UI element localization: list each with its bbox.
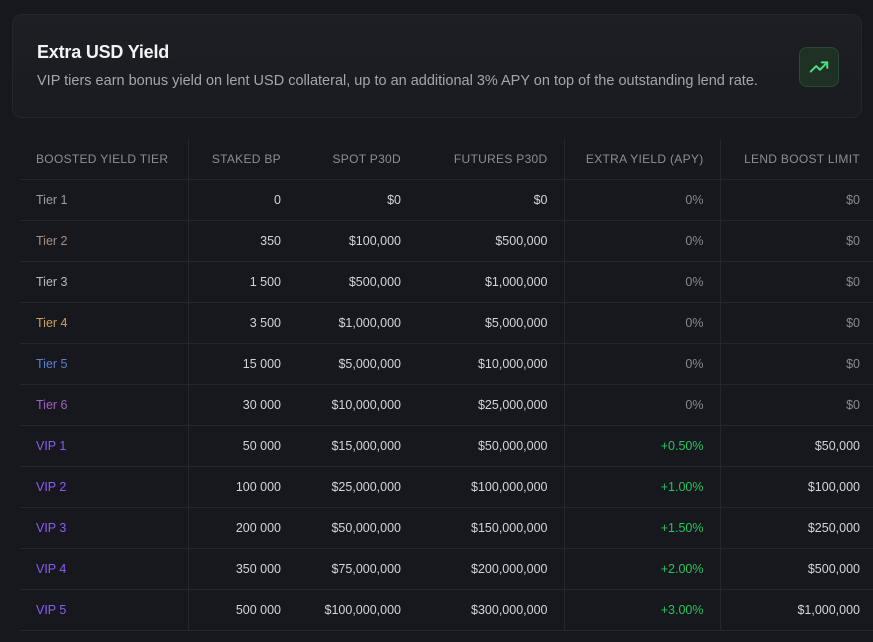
- table-row: VIP 1 50 000 $15,000,000 $50,000,000 +0.50% $…: [20, 425, 873, 467]
- cell-extra-yield: 0%: [564, 343, 721, 385]
- cell-futures-p30d: $5,000,000: [417, 302, 565, 344]
- cell-futures-p30d: $500,000: [417, 220, 565, 262]
- col-header-extra-yield: EXTRA YIELD (APY): [564, 139, 721, 180]
- cell-extra-yield: +0.50%: [564, 425, 721, 467]
- cell-extra-yield: +1.00%: [564, 466, 721, 508]
- cell-staked-bp: 1 500: [188, 261, 297, 303]
- cell-extra-yield: 0%: [564, 179, 721, 221]
- col-header-spot-p30d: SPOT P30D: [297, 139, 417, 180]
- cell-lend-boost-limit: $250,000: [720, 507, 873, 549]
- cell-futures-p30d: $25,000,000: [417, 384, 565, 426]
- cell-spot-p30d: $10,000,000: [297, 384, 417, 426]
- cell-lend-boost-limit: $100,000: [720, 466, 873, 508]
- cell-spot-p30d: $100,000,000: [297, 589, 417, 631]
- cell-futures-p30d: $10,000,000: [417, 343, 565, 385]
- cell-spot-p30d: $75,000,000: [297, 548, 417, 590]
- table-body: Tier 1 0 $0 $0 0% $0 Tier 2 350 $100,000 $500,000…: [20, 179, 873, 631]
- cell-extra-yield: 0%: [564, 220, 721, 262]
- cell-spot-p30d: $500,000: [297, 261, 417, 303]
- cell-extra-yield: 0%: [564, 302, 721, 344]
- cell-futures-p30d: $100,000,000: [417, 466, 565, 508]
- cell-lend-boost-limit: $50,000: [720, 425, 873, 467]
- cell-staked-bp: 30 000: [188, 384, 297, 426]
- trending-up-icon: [799, 47, 839, 87]
- table-row: Tier 2 350 $100,000 $500,000 0% $0: [20, 220, 873, 262]
- cell-spot-p30d: $50,000,000: [297, 507, 417, 549]
- cell-lend-boost-limit: $0: [720, 261, 873, 303]
- cell-lend-boost-limit: $0: [720, 179, 873, 221]
- card-description: VIP tiers earn bonus yield on lent USD c…: [37, 73, 758, 89]
- cell-tier: Tier 2: [20, 220, 189, 262]
- cell-spot-p30d: $100,000: [297, 220, 417, 262]
- table-row: VIP 5 500 000 $100,000,000 $300,000,000 +3.0…: [20, 589, 873, 631]
- cell-futures-p30d: $0: [417, 179, 565, 221]
- cell-staked-bp: 100 000: [188, 466, 297, 508]
- col-header-futures-p30d: FUTURES P30D: [417, 139, 565, 180]
- cell-staked-bp: 350: [188, 220, 297, 262]
- cell-staked-bp: 200 000: [188, 507, 297, 549]
- cell-tier: VIP 1: [20, 425, 189, 467]
- cell-spot-p30d: $0: [297, 179, 417, 221]
- table-row: VIP 4 350 000 $75,000,000 $200,000,000 +2.00…: [20, 548, 873, 590]
- cell-spot-p30d: $1,000,000: [297, 302, 417, 344]
- table-row: Tier 5 15 000 $5,000,000 $10,000,000 0% $0: [20, 343, 873, 385]
- extra-usd-yield-card: Extra USD Yield VIP tiers earn bonus yie…: [12, 14, 862, 118]
- cell-tier: Tier 5: [20, 343, 189, 385]
- cell-lend-boost-limit: $0: [720, 384, 873, 426]
- cell-lend-boost-limit: $1,000,000: [720, 589, 873, 631]
- cell-staked-bp: 50 000: [188, 425, 297, 467]
- cell-extra-yield: +2.00%: [564, 548, 721, 590]
- boosted-yield-table-container: BOOSTED YIELD TIER STAKED BP SPOT P30D F…: [20, 139, 873, 631]
- card-title: Extra USD Yield: [37, 42, 170, 62]
- cell-tier: Tier 6: [20, 384, 189, 426]
- cell-lend-boost-limit: $0: [720, 343, 873, 385]
- table-header-row: BOOSTED YIELD TIER STAKED BP SPOT P30D F…: [20, 139, 873, 180]
- cell-tier: VIP 2: [20, 466, 189, 508]
- cell-extra-yield: 0%: [564, 384, 721, 426]
- boosted-yield-table: BOOSTED YIELD TIER STAKED BP SPOT P30D F…: [20, 139, 873, 631]
- cell-tier: VIP 4: [20, 548, 189, 590]
- cell-futures-p30d: $150,000,000: [417, 507, 565, 549]
- cell-lend-boost-limit: $0: [720, 302, 873, 344]
- cell-lend-boost-limit: $500,000: [720, 548, 873, 590]
- col-header-lend-boost-limit: LEND BOOST LIMIT: [720, 139, 873, 180]
- cell-spot-p30d: $5,000,000: [297, 343, 417, 385]
- cell-spot-p30d: $25,000,000: [297, 466, 417, 508]
- cell-extra-yield: 0%: [564, 261, 721, 303]
- cell-futures-p30d: $1,000,000: [417, 261, 565, 303]
- table-row: VIP 3 200 000 $50,000,000 $150,000,000 +1.50…: [20, 507, 873, 549]
- col-header-tier: BOOSTED YIELD TIER: [20, 139, 189, 180]
- cell-tier: VIP 3: [20, 507, 189, 549]
- cell-tier: VIP 5: [20, 589, 189, 631]
- cell-futures-p30d: $300,000,000: [417, 589, 565, 631]
- col-header-staked-bp: STAKED BP: [188, 139, 297, 180]
- cell-lend-boost-limit: $0: [720, 220, 873, 262]
- cell-tier: Tier 4: [20, 302, 189, 344]
- cell-tier: Tier 3: [20, 261, 189, 303]
- cell-spot-p30d: $15,000,000: [297, 425, 417, 467]
- cell-staked-bp: 0: [188, 179, 297, 221]
- table-row: Tier 6 30 000 $10,000,000 $25,000,000 0% $0: [20, 384, 873, 426]
- table-row: VIP 2 100 000 $25,000,000 $100,000,000 +1.00…: [20, 466, 873, 508]
- cell-staked-bp: 350 000: [188, 548, 297, 590]
- cell-staked-bp: 3 500: [188, 302, 297, 344]
- cell-futures-p30d: $50,000,000: [417, 425, 565, 467]
- cell-staked-bp: 15 000: [188, 343, 297, 385]
- cell-extra-yield: +1.50%: [564, 507, 721, 549]
- cell-futures-p30d: $200,000,000: [417, 548, 565, 590]
- cell-staked-bp: 500 000: [188, 589, 297, 631]
- cell-extra-yield: +3.00%: [564, 589, 721, 631]
- cell-tier: Tier 1: [20, 179, 189, 221]
- table-row: Tier 1 0 $0 $0 0% $0: [20, 179, 873, 221]
